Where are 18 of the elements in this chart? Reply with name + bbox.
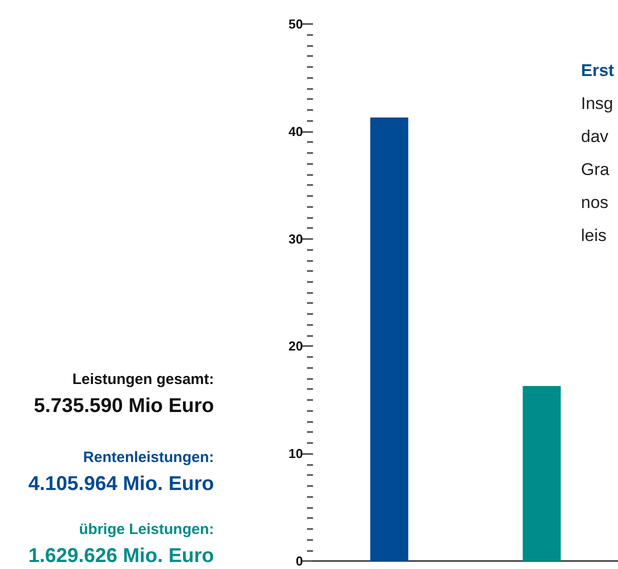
annotation: Erst <box>581 61 614 80</box>
annotation: Insg <box>581 94 614 113</box>
y-tick-label: 20 <box>288 338 303 354</box>
annotation: leis <box>581 226 607 245</box>
text: übrige Leistungen: <box>79 521 214 538</box>
y-tick-label: 30 <box>288 231 303 246</box>
y-tick-label: 50 <box>288 16 303 32</box>
text: 4.105.964 Mio. Euro <box>28 473 214 495</box>
annotation: dav <box>581 127 609 146</box>
text: 1.629.626 Mio. Euro <box>28 545 214 567</box>
text: Leistungen gesamt: <box>72 371 214 388</box>
y-tick-label: 40 <box>288 124 303 139</box>
y-tick-label: 0 <box>296 554 303 568</box>
annotation: Gra <box>581 160 610 179</box>
text: 5.735.590 Mio Euro <box>34 395 214 417</box>
y-tick-label: 10 <box>288 446 303 462</box>
text: Rentenleistungen: <box>83 449 214 466</box>
annotation: nos <box>581 193 608 212</box>
